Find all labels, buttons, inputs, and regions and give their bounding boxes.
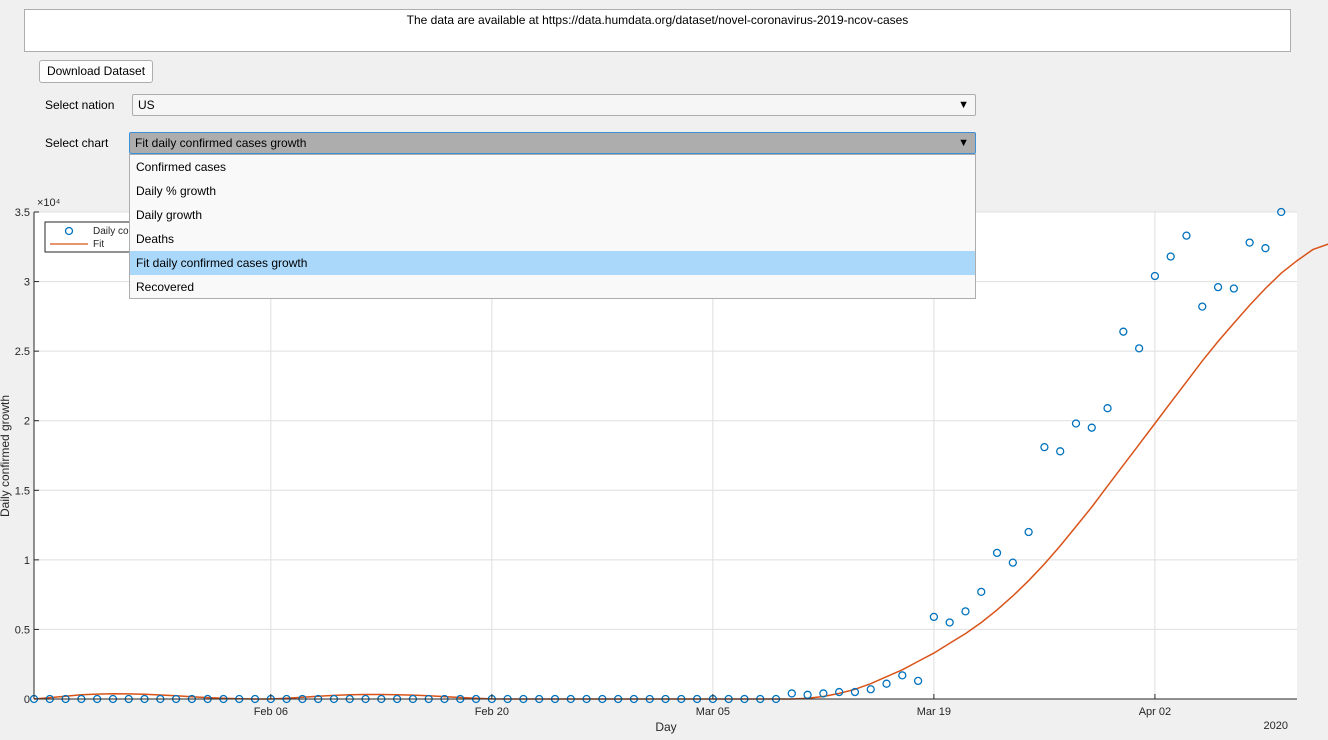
y-exponent-label: ×10⁴ [37,197,61,209]
chart-select-value: Fit daily confirmed cases growth [135,136,307,150]
y-tick-label: 0 [24,694,30,706]
data-point [1229,284,1238,293]
data-source-info: The data are available at https://data.h… [24,9,1291,52]
x-tick-label: Mar 05 [696,706,730,718]
y-axis-label: Daily confirmed growth [0,395,12,517]
y-tick-label: 2.5 [15,346,30,358]
data-point [1040,443,1049,452]
data-point [1277,207,1286,217]
data-point [850,687,860,697]
x-tick-label: Feb 20 [475,706,509,718]
y-tick-label: 3 [24,277,30,289]
data-point [1166,252,1175,261]
dropdown-option[interactable]: Daily % growth [136,184,217,198]
data-point [977,587,986,597]
chevron-down-icon: ▼ [958,99,969,111]
legend-entry: Daily co [93,226,129,237]
data-point [882,679,891,688]
data-point [1087,423,1096,432]
data-point [1182,231,1191,240]
data-point [1198,302,1207,311]
data-point [913,676,923,686]
data-point [1150,271,1160,281]
data-point [1056,447,1065,456]
legend: Daily co Fit [44,221,136,253]
x-tick-label: Feb 06 [254,706,288,718]
chart-options-dropdown: Confirmed cases Daily % growth Daily gro… [129,154,976,299]
data-point [961,607,970,616]
y-tick-label: 3.5 [15,207,30,219]
year-label: 2020 [1264,720,1288,732]
data-point [1213,282,1223,292]
data-source-text: The data are available at https://data.h… [406,13,909,27]
data-point [803,690,812,699]
data-point [945,618,954,627]
data-point [992,548,1002,558]
data-point [1134,344,1144,353]
y-tick-label: 2 [24,416,30,428]
legend-marker-icon [64,226,74,236]
data-point [1024,527,1033,537]
dropdown-option-selected[interactable]: Fit daily confirmed cases growth [130,251,975,275]
y-tick-label: 1 [24,555,30,567]
data-point [835,687,844,697]
nation-select-value: US [138,98,155,112]
x-tick-label: Mar 19 [917,706,951,718]
data-point [1008,558,1017,567]
x-axis-label: Day [655,720,676,734]
data-point [929,612,939,622]
dropdown-option[interactable]: Deaths [136,232,175,246]
select-nation-label: Select nation [45,98,115,112]
data-point [866,685,875,694]
data-point [1261,244,1270,253]
data-point [898,671,907,680]
data-point [1245,238,1254,247]
dropdown-option[interactable]: Daily growth [136,208,203,222]
axes: 0 0.5 1 1.5 2 2.5 3 3.5 Feb 06 Feb 20 Mar 05 Mar 19… [15,207,1297,718]
legend-box [44,221,136,253]
legend-entry: Fit [93,239,104,250]
x-tick-label: Apr 02 [1139,706,1171,718]
data-point [819,689,828,698]
dropdown-option[interactable]: Confirmed cases [136,160,227,174]
nation-select[interactable]: US ▼ [132,94,976,116]
y-tick-label: 1.5 [15,485,30,497]
chart-select[interactable]: Fit daily confirmed cases growth ▼ [129,132,976,154]
y-tick-label: 0.5 [15,624,30,636]
data-point [1103,404,1112,413]
data-point [1071,419,1081,428]
chevron-down-icon: ▼ [958,137,969,149]
select-chart-label: Select chart [45,136,109,150]
data-point [1119,327,1128,336]
data-point [787,689,796,698]
dropdown-option[interactable]: Recovered [136,280,195,294]
download-dataset-button[interactable]: Download Dataset [39,60,153,83]
